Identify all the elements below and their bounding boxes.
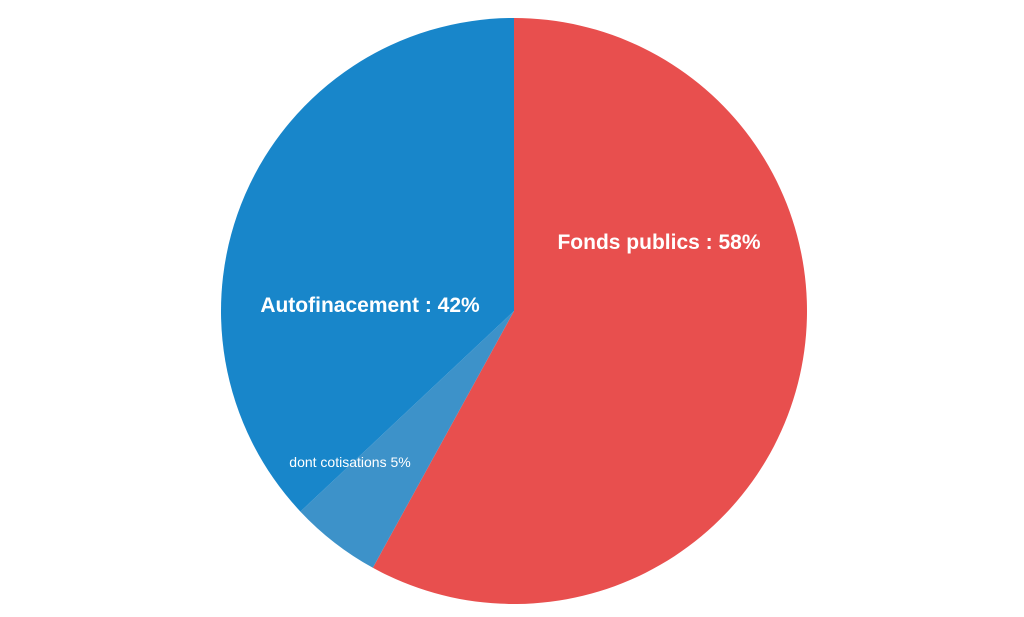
slice-cotisations [300, 311, 514, 568]
slice-fonds-publics [372, 18, 807, 605]
pie-slices [221, 18, 807, 605]
slice-label-cotisations: dont cotisations 5% [289, 454, 410, 470]
slice-autofinancement [221, 18, 515, 512]
pie-labels: Fonds publics : 58% Autofinacement : 42%… [260, 231, 761, 470]
slice-label-fonds-publics: Fonds publics : 58% [557, 231, 760, 254]
slice-label-autofinancement: Autofinacement : 42% [260, 294, 480, 317]
